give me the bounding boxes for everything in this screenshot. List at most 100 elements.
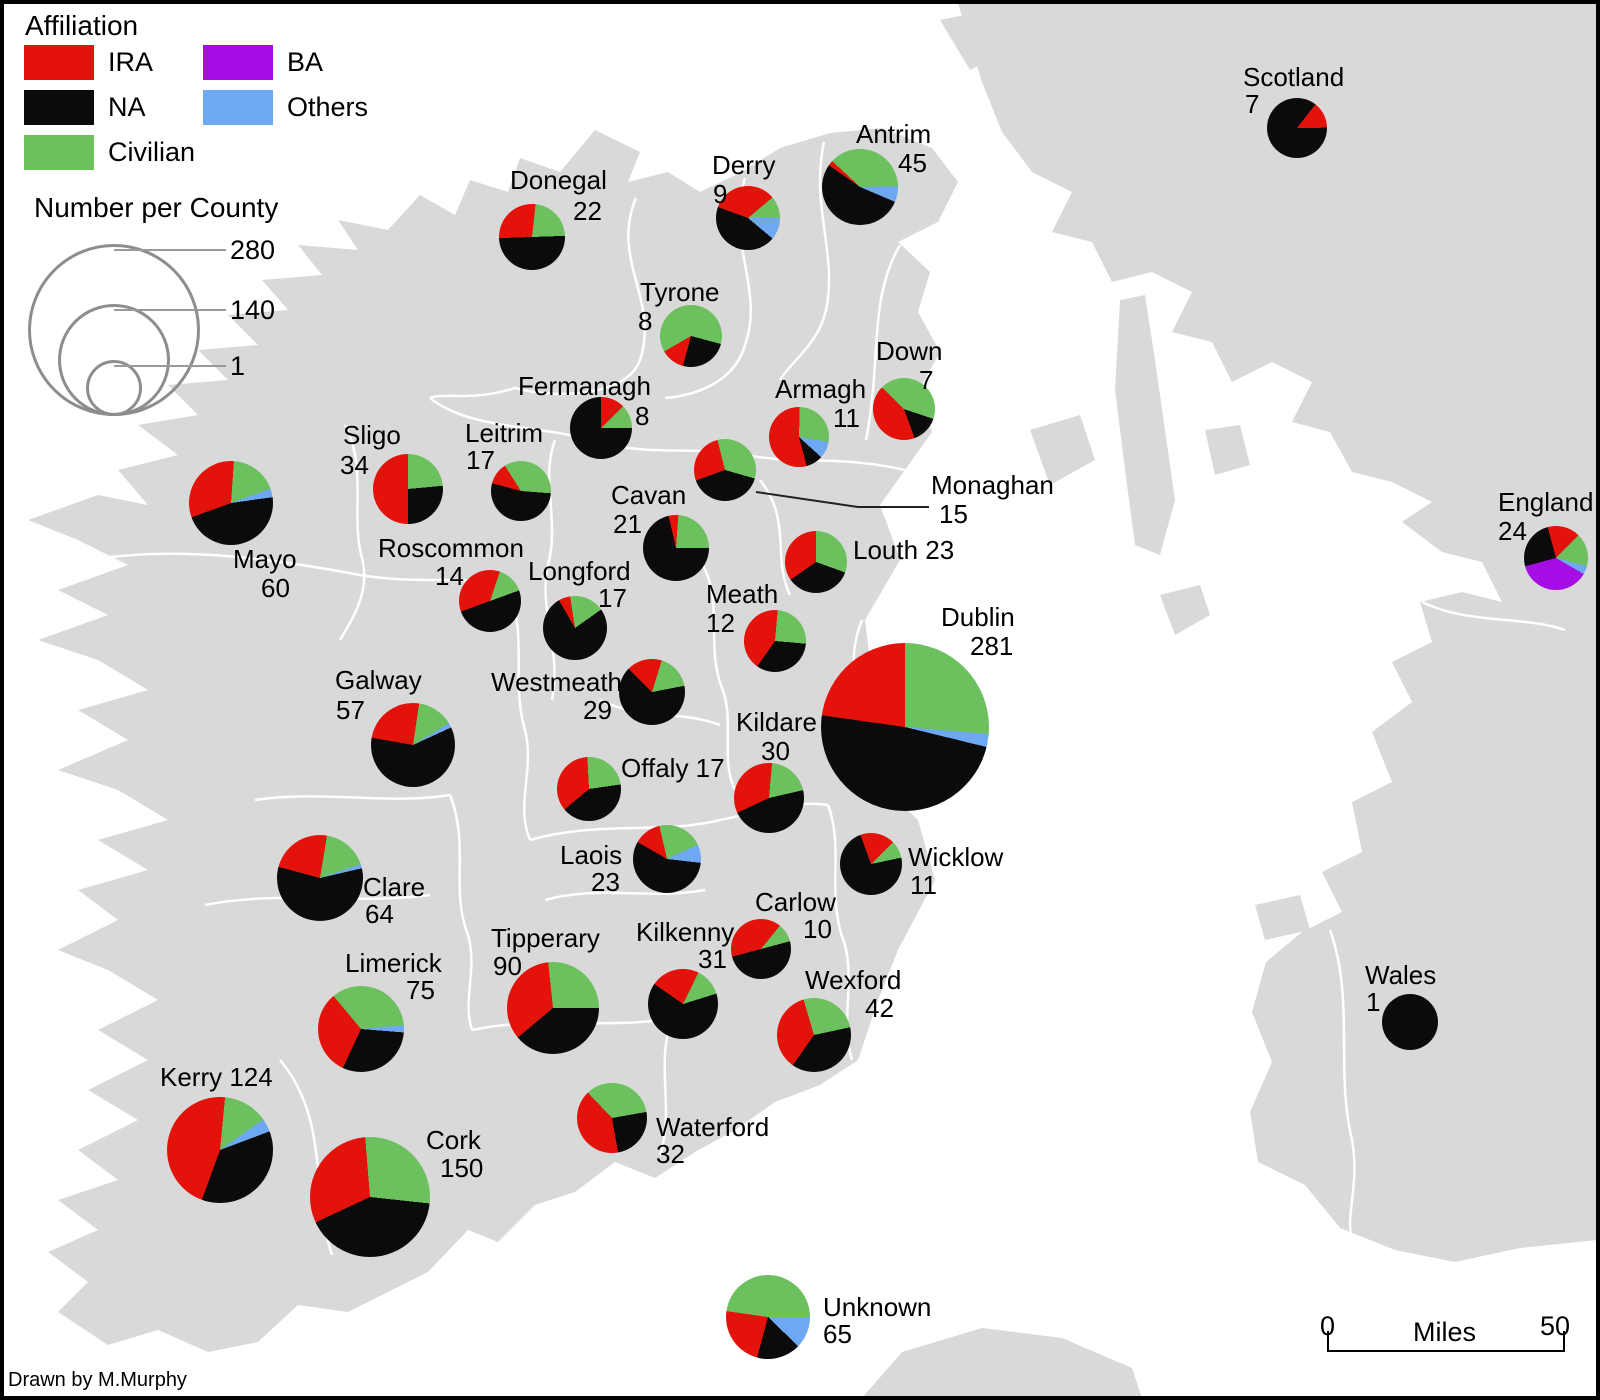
county-boundaries	[89, 141, 1566, 1256]
label-unknown-1: 65	[823, 1319, 852, 1349]
label-laois-1: 23	[591, 867, 620, 897]
label-scotland-0: Scotland	[1243, 62, 1345, 92]
pie-tyrone	[660, 305, 722, 367]
label-cork-1: 150	[440, 1153, 484, 1183]
label-dublin-0: Dublin	[941, 602, 1015, 632]
pie-carlow	[731, 919, 791, 979]
label-fermanagh-0: Fermanagh	[518, 371, 651, 401]
label-down-0: Down	[876, 336, 943, 366]
label-tipperary-1: 90	[493, 951, 522, 981]
label-waterford-1: 32	[656, 1139, 685, 1169]
pie-kilkenny	[648, 969, 718, 1039]
label-monaghan-0: Monaghan	[931, 470, 1054, 500]
label-wicklow-0: Wicklow	[908, 842, 1004, 872]
label-roscommon-1: 14	[435, 561, 464, 591]
pie-down	[873, 378, 935, 440]
label-westmeath-0: Westmeath	[491, 667, 623, 697]
island-isle-of-man	[1160, 585, 1210, 635]
label-wexford-0: Wexford	[805, 965, 902, 995]
scalebar-unit-label: Miles	[1413, 1317, 1477, 1347]
label-scotland-1: 7	[1245, 89, 1260, 119]
pie-limerick	[318, 986, 404, 1072]
size-leader-line	[114, 309, 226, 311]
label-armagh-1: 11	[833, 403, 860, 433]
label-monaghan-1: 15	[939, 499, 968, 529]
island-anglesey	[1255, 895, 1310, 940]
label-kerry-0: Kerry 124	[160, 1062, 273, 1092]
legend-label: IRA	[108, 47, 154, 77]
size-label: 140	[230, 295, 276, 325]
ireland-landmass	[28, 128, 958, 1352]
pie-antrim	[822, 149, 898, 225]
pie-kerry	[167, 1097, 273, 1203]
label-armagh-0: Armagh	[775, 374, 867, 404]
label-galway-0: Galway	[335, 665, 422, 695]
legend-item-others: Others	[203, 90, 368, 125]
label-derry-0: Derry	[712, 150, 776, 180]
pie-dublin	[821, 643, 989, 811]
size-label: 280	[230, 235, 276, 265]
label-kilkenny-0: Kilkenny	[636, 917, 735, 947]
label-limerick-0: Limerick	[345, 948, 442, 978]
label-offaly-0: Offaly 17	[621, 753, 725, 783]
label-galway-1: 57	[336, 695, 365, 725]
legend-item-civilian: Civilian	[24, 135, 195, 170]
legend-item-na: NA	[24, 90, 146, 125]
label-donegal-0: Donegal	[510, 165, 607, 195]
label-waterford-0: Waterford	[656, 1112, 770, 1142]
label-longford-0: Longford	[528, 556, 631, 586]
pie-longford	[543, 596, 607, 660]
label-louth-0: Louth 23	[853, 535, 955, 565]
pie-scotland	[1267, 98, 1327, 158]
label-down-1: 7	[919, 365, 934, 395]
scalebar-end-label: 50	[1540, 1311, 1571, 1341]
label-tyrone-0: Tyrone	[640, 277, 720, 307]
label-carlow-1: 10	[803, 914, 832, 944]
label-leitrim-1: 17	[466, 445, 495, 475]
label-cork-0: Cork	[426, 1125, 481, 1155]
label-england-1: 24	[1498, 516, 1527, 546]
size-label: 1	[230, 351, 246, 381]
pie-clare	[277, 835, 363, 921]
scalebar-line	[1327, 1331, 1565, 1352]
legend-label: Civilian	[108, 137, 196, 167]
label-sligo-0: Sligo	[343, 420, 401, 450]
pie-derry	[716, 186, 780, 250]
legend-item-ira: IRA	[24, 45, 153, 80]
label-carlow-0: Carlow	[755, 887, 836, 917]
britain-landmass	[958, 3, 1597, 1262]
legend-label: NA	[108, 92, 146, 122]
label-wicklow-1: 11	[910, 870, 937, 900]
pie-kildare	[734, 763, 804, 833]
label-dublin-1: 281	[970, 631, 1014, 661]
pie-leitrim	[491, 461, 551, 521]
pie-unknown	[726, 1275, 810, 1359]
legend-swatch-others	[203, 90, 273, 125]
label-tipperary-0: Tipperary	[491, 923, 600, 953]
pie-laois	[633, 825, 701, 893]
size-leader-line	[114, 249, 226, 251]
label-antrim-0: Antrim	[856, 119, 932, 149]
legend-title: Affiliation	[25, 10, 139, 41]
label-roscommon-0: Roscommon	[378, 533, 524, 563]
label-kildare-0: Kildare	[736, 707, 817, 737]
label-leitrim-0: Leitrim	[465, 418, 544, 448]
pie-galway	[371, 703, 455, 787]
pie-mayo	[189, 461, 273, 545]
size-circle-1	[86, 360, 142, 416]
pie-donegal	[499, 204, 565, 270]
label-mayo-1: 60	[261, 573, 290, 603]
cornwall-landmass	[862, 1328, 1142, 1398]
label-wexford-1: 42	[865, 993, 894, 1023]
pie-tipperary	[507, 962, 599, 1054]
credit-text: Drawn by M.Murphy	[8, 1369, 187, 1391]
pie-armagh	[769, 407, 829, 467]
label-unknown-0: Unknown	[823, 1292, 932, 1322]
label-clare-0: Clare	[363, 872, 426, 902]
pie-offaly	[557, 757, 621, 821]
legend-swatch-civilian	[24, 135, 94, 170]
pie-louth	[785, 531, 847, 593]
pie-cork	[310, 1137, 430, 1257]
legend-swatch-ba	[203, 45, 273, 80]
